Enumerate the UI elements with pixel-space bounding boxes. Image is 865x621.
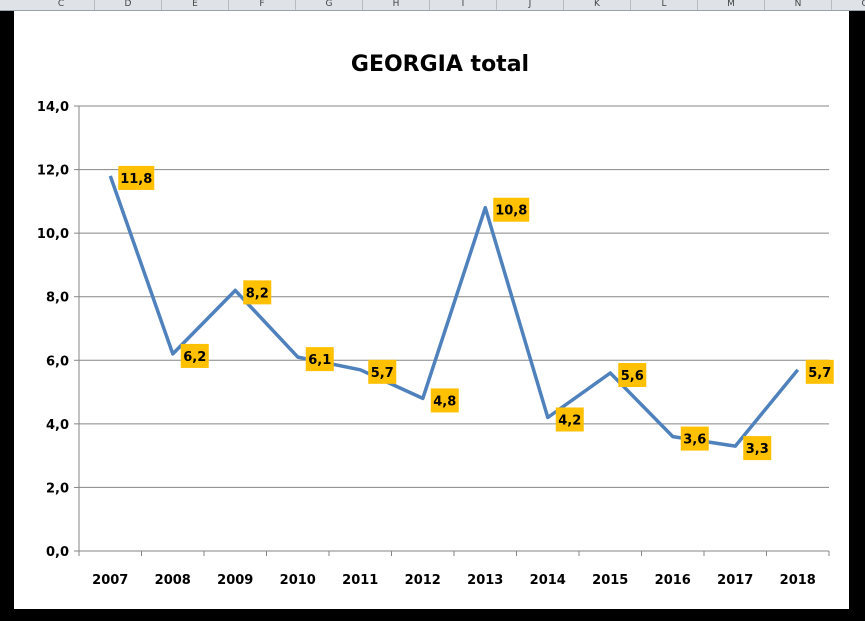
- x-tick-label: 2013: [467, 573, 503, 588]
- x-tick-label: 2018: [780, 573, 816, 588]
- column-header-j[interactable]: J: [497, 0, 564, 10]
- data-label-text: 8,2: [246, 286, 269, 301]
- axes: [74, 105, 830, 556]
- data-label: 6,1: [305, 347, 334, 372]
- data-label-box: [743, 436, 772, 461]
- y-tick-label: 8,0: [46, 291, 69, 306]
- data-label-text: 5,7: [371, 366, 394, 381]
- data-label-text: 4,2: [558, 414, 581, 429]
- data-label: 4,2: [555, 407, 584, 432]
- data-label: 8,2: [243, 280, 272, 305]
- data-label: 5,7: [368, 359, 397, 384]
- data-label-box: [805, 359, 834, 384]
- x-tick-label: 2016: [655, 573, 691, 588]
- data-label-box: [118, 165, 155, 190]
- data-label: 4,8: [430, 388, 459, 413]
- data-label-box: [243, 280, 272, 305]
- spreadsheet-column-header-bar: CDEFGHIJKLMNO: [0, 0, 865, 11]
- y-tick-label: 12,0: [37, 164, 69, 179]
- x-tick-label: 2015: [592, 573, 628, 588]
- chart-title: GEORGIA total: [351, 52, 529, 77]
- data-label: 5,6: [618, 363, 647, 387]
- column-header-h[interactable]: H: [363, 0, 430, 10]
- column-header-i[interactable]: I: [430, 0, 497, 10]
- data-label-box: [368, 359, 397, 384]
- y-tick-label: 6,0: [46, 354, 69, 369]
- y-axis-tick-labels: 0,0 2,0 4,0 6,0 8,0 10,0 12,0 14,0: [37, 100, 69, 560]
- y-tick-label: 4,0: [46, 418, 69, 433]
- y-tick-label: 10,0: [37, 227, 69, 242]
- x-tick-label: 2009: [217, 573, 253, 588]
- column-header-d[interactable]: D: [95, 0, 162, 10]
- chart-area[interactable]: GEORGIA total 0,0 2,0 4,0 6,0 8,0 10,0 12,0 14,…: [14, 11, 849, 609]
- x-tick-label: 2014: [530, 573, 566, 588]
- x-tick-label: 2017: [717, 573, 753, 588]
- data-label: 11,8: [118, 165, 155, 190]
- data-label-box: [680, 426, 709, 451]
- data-label: 10,8: [493, 197, 530, 222]
- column-header-m[interactable]: M: [698, 0, 765, 10]
- x-axis-tick-labels: 2007 2008 2009 2010 2011 2012 2013 2014 2015 2016…: [92, 573, 816, 588]
- column-header-e[interactable]: E: [162, 0, 229, 10]
- line-chart: GEORGIA total 0,0 2,0 4,0 6,0 8,0 10,0 12,0 14,…: [37, 52, 834, 588]
- x-tick-label: 2008: [155, 573, 191, 588]
- data-label-text: 11,8: [120, 172, 152, 187]
- data-label-text: 6,1: [308, 353, 331, 368]
- column-header-g[interactable]: G: [296, 0, 363, 10]
- data-label: 3,3: [743, 436, 772, 461]
- data-label-text: 4,8: [433, 394, 456, 409]
- column-header-c[interactable]: C: [28, 0, 95, 10]
- data-label-box: [555, 407, 584, 432]
- data-label-box: [618, 363, 647, 387]
- data-label: 6,2: [180, 343, 209, 368]
- data-label-text: 5,6: [621, 369, 644, 384]
- y-tick-label: 0,0: [46, 545, 69, 560]
- x-tick-label: 2012: [405, 573, 441, 588]
- column-header-k[interactable]: K: [564, 0, 631, 10]
- data-label-text: 3,6: [683, 433, 706, 448]
- x-tick-label: 2010: [280, 573, 316, 588]
- gridlines: [79, 105, 829, 488]
- data-label: 3,6: [680, 426, 709, 451]
- column-header-f[interactable]: F: [229, 0, 296, 10]
- data-label: 5,7: [805, 359, 834, 384]
- data-label-text: 5,7: [808, 366, 831, 381]
- data-label-box: [430, 388, 459, 413]
- column-header-n[interactable]: N: [765, 0, 832, 10]
- y-tick-label: 2,0: [46, 481, 69, 496]
- column-header-l[interactable]: L: [631, 0, 698, 10]
- data-label-text: 10,8: [495, 204, 527, 219]
- column-header-o[interactable]: O: [832, 0, 865, 10]
- data-labels: 11,8 6,2 8,2 6,1 5,7 4,8 10,8 4,2 5,6 3,6 3,3 5,7: [118, 165, 834, 461]
- y-tick-label: 14,0: [37, 100, 69, 115]
- data-label-text: 6,2: [183, 350, 206, 365]
- data-label-text: 3,3: [746, 442, 769, 457]
- data-label-box: [493, 197, 530, 222]
- data-label-box: [305, 347, 334, 372]
- x-tick-label: 2011: [342, 573, 378, 588]
- data-label-box: [180, 343, 209, 368]
- x-tick-label: 2007: [92, 573, 128, 588]
